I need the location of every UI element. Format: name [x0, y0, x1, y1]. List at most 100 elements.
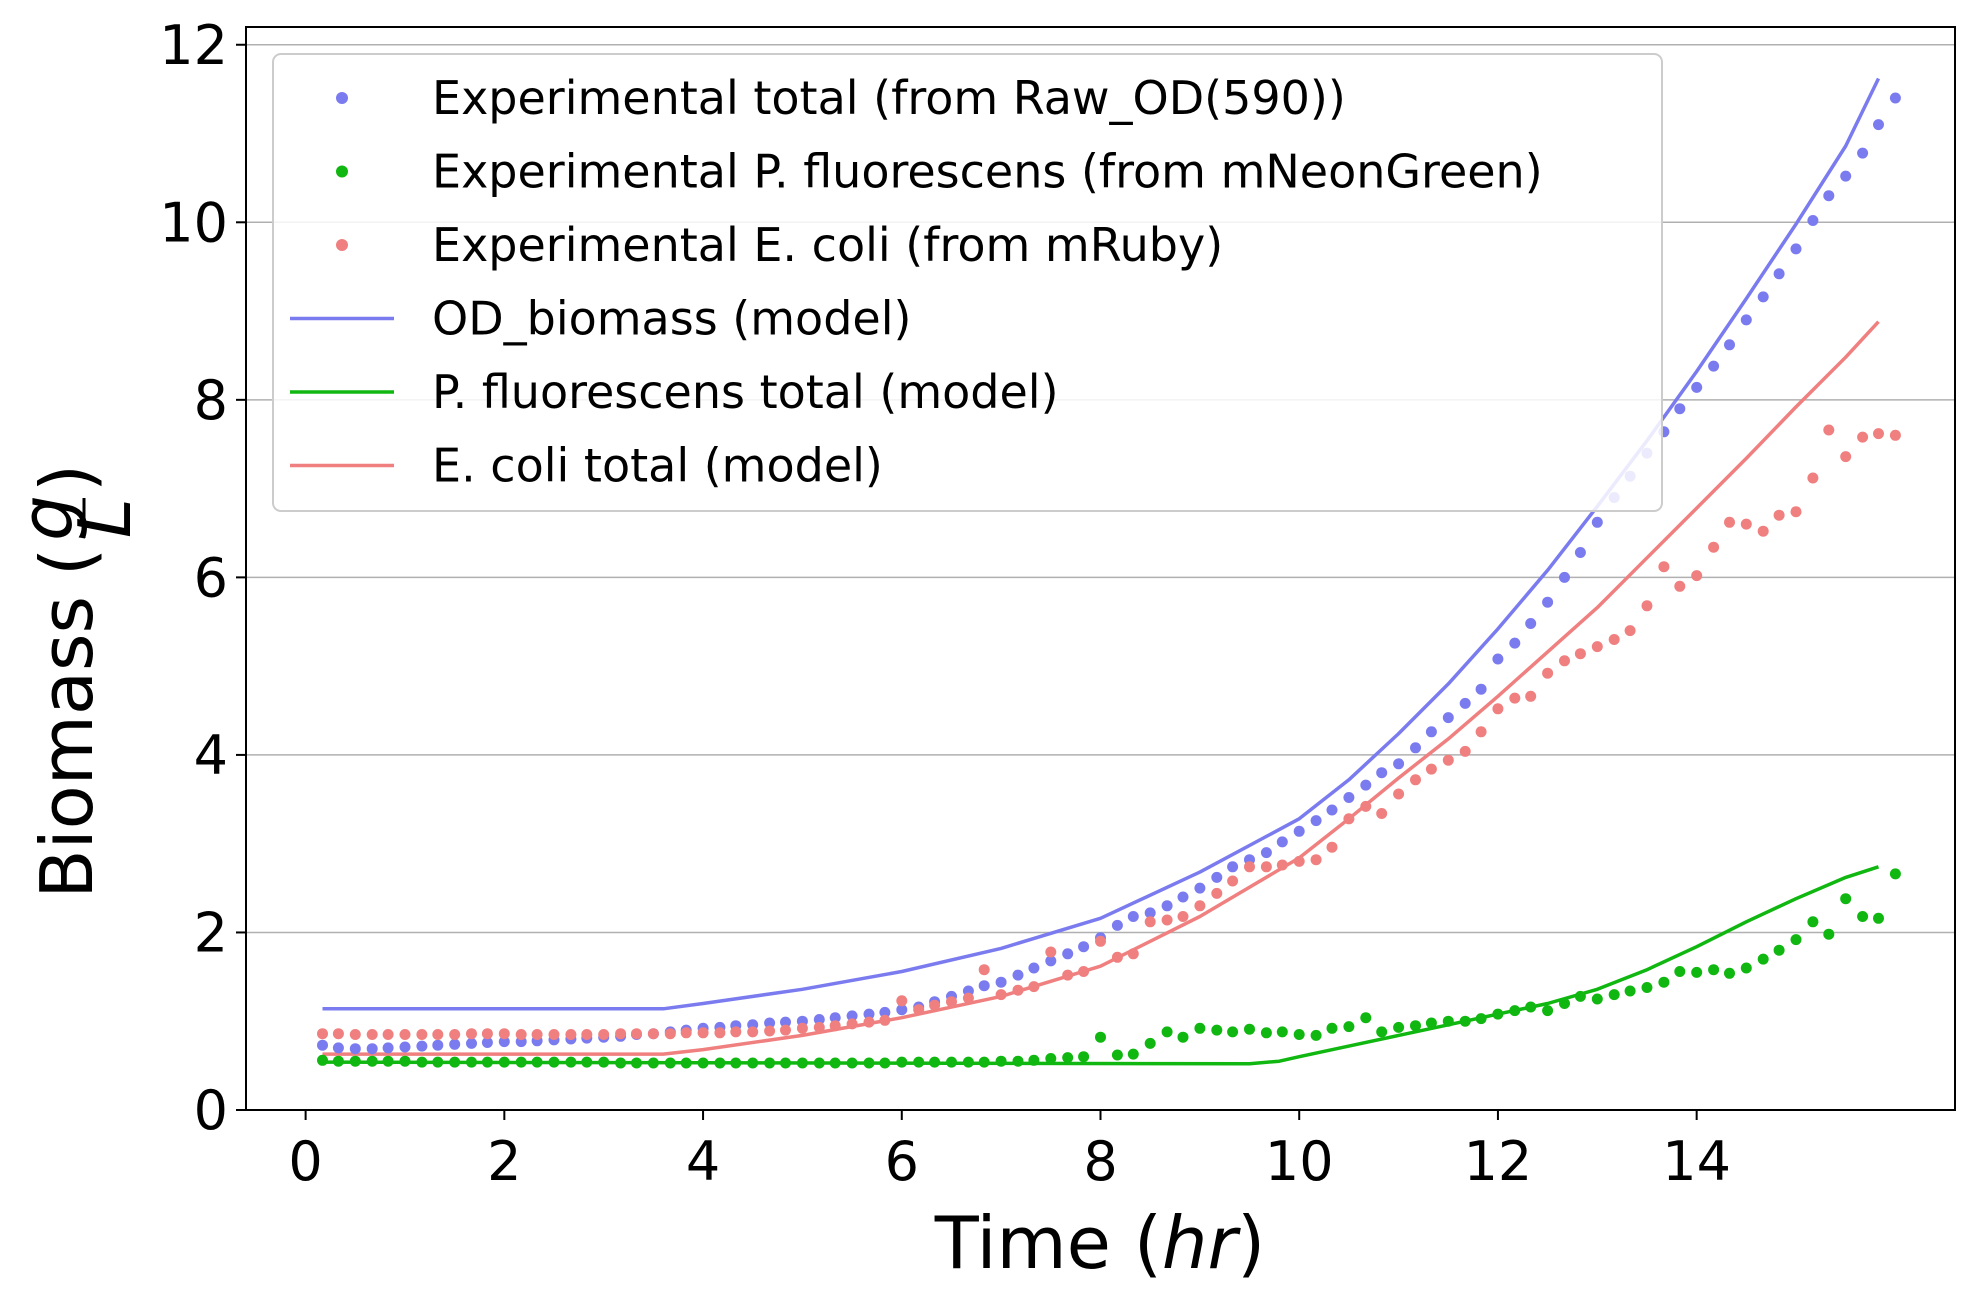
data-point-pf-2 — [349, 1055, 361, 1067]
data-point-ec-59 — [1293, 855, 1305, 867]
data-point-pf-72 — [1509, 1005, 1521, 1017]
data-point-ec-15 — [565, 1029, 577, 1040]
data-point-ec-87 — [1757, 525, 1769, 537]
data-point-total-77 — [1591, 516, 1603, 528]
x-axis-label-text: Time — [934, 1201, 1111, 1285]
data-point-pf-49 — [1127, 1048, 1139, 1060]
data-point-ec-86 — [1740, 518, 1752, 530]
data-point-ec-32 — [846, 1018, 858, 1030]
data-point-pf-39 — [962, 1056, 974, 1068]
data-point-total-72 — [1509, 637, 1521, 649]
data-point-total-50 — [1144, 907, 1156, 919]
data-point-total-35 — [896, 1004, 908, 1016]
data-point-ec-53 — [1194, 900, 1206, 912]
data-point-pf-44 — [1045, 1053, 1057, 1064]
data-point-ec-65 — [1393, 788, 1405, 800]
data-point-pf-5 — [399, 1055, 411, 1067]
data-point-ec-75 — [1559, 655, 1570, 667]
data-point-pf-53 — [1194, 1022, 1206, 1034]
data-point-ec-93 — [1857, 431, 1869, 443]
data-point-ec-72 — [1509, 692, 1521, 704]
data-point-pf-83 — [1691, 966, 1703, 978]
data-point-pf-63 — [1360, 1012, 1372, 1024]
data-point-total-40 — [978, 980, 990, 992]
data-point-pf-93 — [1857, 911, 1869, 922]
y-tick-label-4: 8 — [194, 369, 228, 432]
data-point-total-0 — [317, 1039, 328, 1051]
data-point-pf-14 — [548, 1056, 560, 1068]
data-point-pf-40 — [978, 1056, 990, 1068]
data-point-ec-36 — [913, 1004, 925, 1016]
data-point-ec-94 — [1873, 428, 1884, 440]
data-point-ec-26 — [747, 1026, 759, 1038]
data-point-ec-71 — [1492, 703, 1504, 715]
data-point-pf-0 — [317, 1054, 328, 1066]
data-point-pf-95 — [1889, 868, 1901, 880]
data-point-pf-23 — [697, 1057, 709, 1069]
data-point-total-5 — [399, 1041, 411, 1053]
data-point-ec-35 — [896, 995, 908, 1007]
data-point-total-62 — [1343, 792, 1355, 803]
data-point-ec-41 — [995, 989, 1007, 1001]
data-point-ec-40 — [978, 964, 990, 976]
data-point-total-69 — [1459, 697, 1471, 709]
x-tick-label-2: 4 — [686, 1130, 720, 1193]
scatter-series-ec — [317, 424, 1901, 1040]
x-tick-label-6: 12 — [1464, 1130, 1533, 1193]
data-point-total-9 — [466, 1037, 477, 1049]
data-point-pf-71 — [1492, 1008, 1504, 1020]
data-point-total-68 — [1442, 712, 1454, 724]
data-point-total-2 — [349, 1043, 361, 1055]
data-point-ec-28 — [780, 1024, 791, 1036]
data-point-pf-56 — [1244, 1023, 1255, 1035]
data-point-pf-10 — [481, 1056, 493, 1068]
data-point-pf-19 — [631, 1057, 642, 1069]
data-point-ec-55 — [1227, 875, 1239, 887]
data-point-total-34 — [879, 1006, 891, 1018]
data-point-total-49 — [1127, 911, 1139, 922]
data-point-ec-30 — [813, 1021, 825, 1033]
data-point-total-57 — [1260, 847, 1272, 859]
data-point-ec-95 — [1889, 429, 1901, 441]
legend-label-3: OD_biomass (model) — [432, 292, 911, 346]
data-point-ec-64 — [1376, 808, 1388, 819]
data-point-pf-8 — [449, 1056, 461, 1068]
data-point-total-66 — [1410, 742, 1421, 754]
data-point-ec-24 — [714, 1027, 726, 1039]
data-point-pf-82 — [1674, 966, 1686, 977]
data-point-pf-73 — [1525, 1001, 1537, 1013]
data-point-total-84 — [1708, 360, 1720, 372]
y-tick-label-2: 4 — [194, 724, 228, 787]
data-point-ec-91 — [1823, 424, 1835, 436]
data-point-ec-29 — [796, 1022, 808, 1034]
data-point-ec-11 — [498, 1028, 510, 1040]
data-point-total-88 — [1773, 268, 1785, 280]
data-point-total-70 — [1475, 683, 1487, 695]
data-point-total-85 — [1724, 339, 1735, 351]
data-point-ec-7 — [432, 1029, 444, 1040]
data-point-total-73 — [1525, 618, 1537, 629]
legend-label-1: Experimental P. fluorescens (from mNeonG… — [432, 145, 1543, 199]
data-point-pf-86 — [1740, 962, 1752, 974]
data-point-pf-45 — [1062, 1052, 1074, 1064]
data-point-ec-89 — [1790, 506, 1802, 518]
data-point-pf-70 — [1475, 1013, 1487, 1025]
data-point-ec-49 — [1127, 948, 1139, 960]
data-point-pf-46 — [1078, 1051, 1090, 1063]
data-point-pf-57 — [1260, 1027, 1272, 1039]
data-point-ec-8 — [449, 1029, 461, 1040]
data-point-pf-55 — [1227, 1026, 1239, 1038]
data-point-pf-38 — [946, 1056, 957, 1068]
data-point-pf-79 — [1624, 985, 1636, 997]
data-point-pf-88 — [1773, 944, 1785, 956]
data-point-pf-18 — [615, 1057, 627, 1069]
data-point-ec-61 — [1326, 841, 1338, 853]
legend-label-4: P. fluorescens total (model) — [432, 365, 1059, 419]
x-tick-label-5: 10 — [1265, 1130, 1334, 1193]
data-point-total-46 — [1078, 941, 1090, 953]
data-point-ec-1 — [332, 1028, 344, 1040]
data-point-pf-22 — [680, 1057, 692, 1069]
data-point-total-33 — [863, 1008, 875, 1020]
legend-marker-1 — [336, 165, 348, 178]
